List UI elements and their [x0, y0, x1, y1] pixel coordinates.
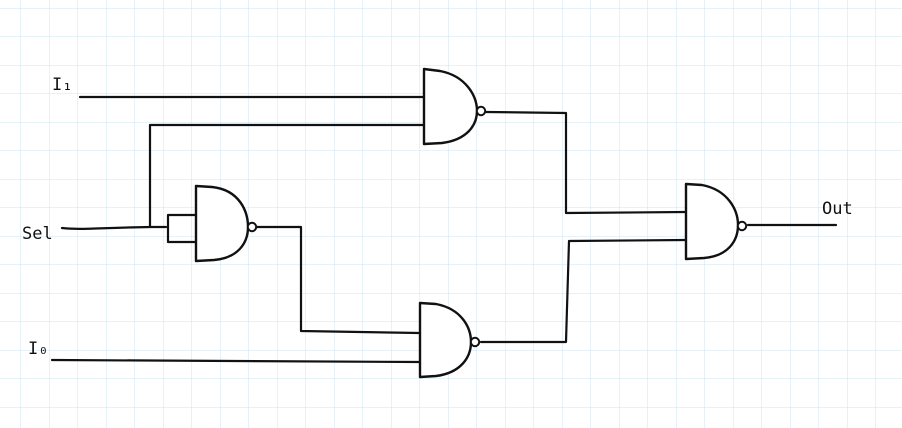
top-gate-output-bubble: [475, 105, 487, 117]
wire-top-to-final: [484, 110, 688, 215]
inverter-nand-gate: [166, 184, 258, 263]
label-i0: I₀: [28, 339, 48, 359]
wire-sel: [60, 225, 168, 230]
bottom-gate-output-bubble: [469, 336, 481, 348]
wires: [50, 95, 838, 364]
wire-i0: [50, 358, 421, 364]
inverter-output-bubble: [246, 221, 258, 233]
output-gate-bubble: [736, 220, 748, 232]
output-nand-gate: [684, 182, 748, 261]
label-sel: Sel: [22, 224, 53, 244]
wire-bottom-to-final: [479, 238, 688, 344]
top-nand-gate: [422, 67, 487, 146]
bottom-nand-gate: [418, 301, 481, 379]
wire-not-to-bottom: [255, 225, 421, 335]
wire-sel-branch: [148, 123, 425, 229]
label-i1: I₁: [52, 75, 72, 95]
tied-inputs-bracket: [166, 213, 197, 244]
label-out: Out: [822, 199, 853, 219]
